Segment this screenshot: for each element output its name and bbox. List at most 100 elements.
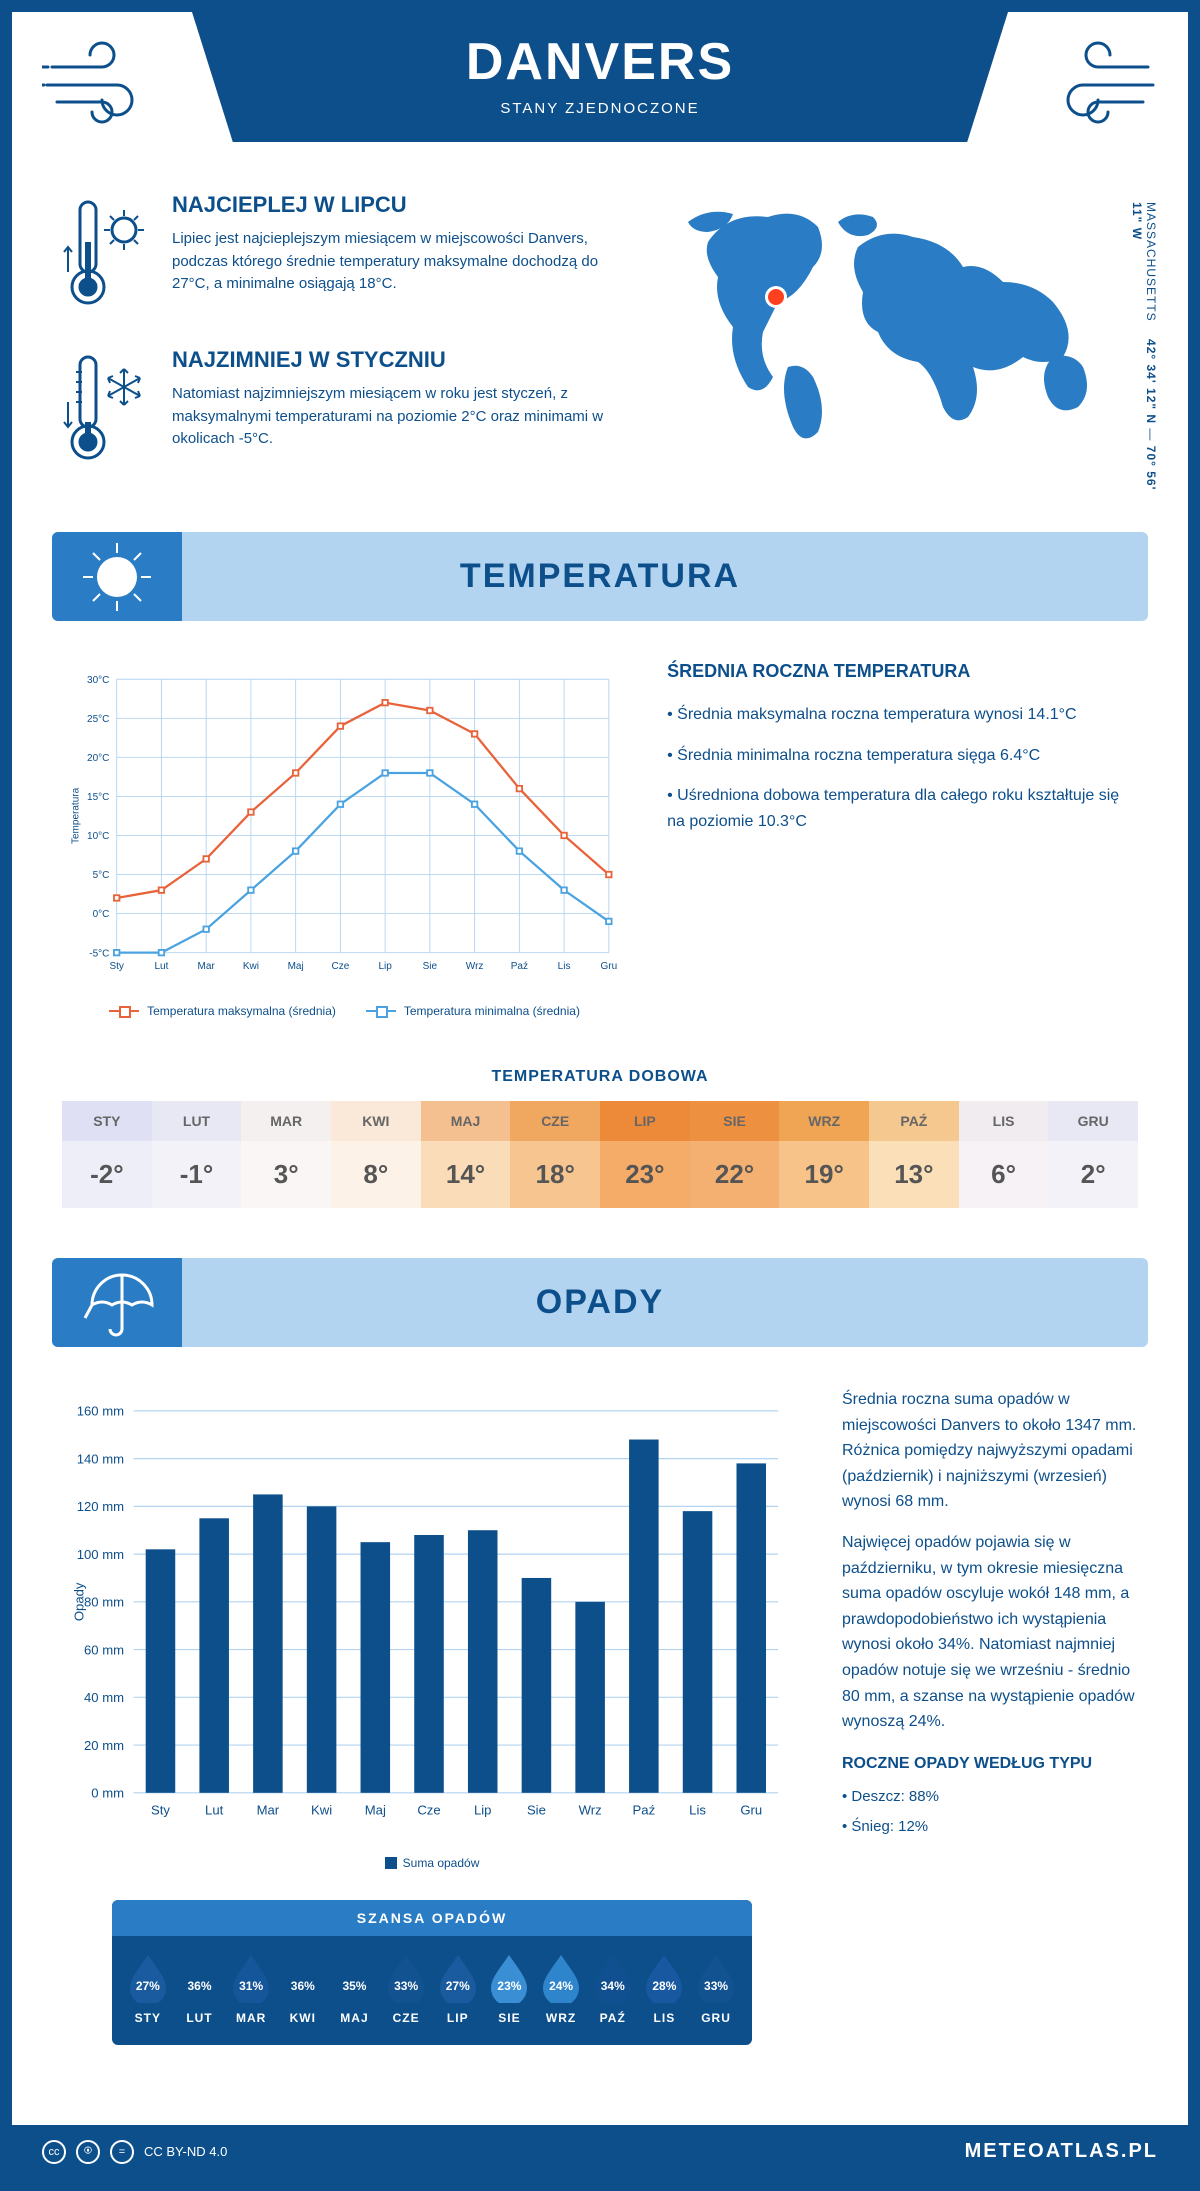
hottest-block: NAJCIEPLEJ W LIPCU Lipiec jest najcieple…	[62, 192, 618, 317]
hottest-title: NAJCIEPLEJ W LIPCU	[172, 192, 618, 218]
temp-summary-title: ŚREDNIA ROCZNA TEMPERATURA	[667, 661, 1138, 682]
svg-text:Cze: Cze	[331, 961, 349, 972]
temp-summary-item: Uśredniona dobowa temperatura dla całego…	[667, 783, 1138, 834]
svg-text:Wrz: Wrz	[579, 1802, 602, 1817]
svg-text:Paź: Paź	[511, 961, 528, 972]
chance-drop: 31%MAR	[230, 1951, 272, 2025]
svg-text:160 mm: 160 mm	[77, 1404, 124, 1419]
temperature-summary: ŚREDNIA ROCZNA TEMPERATURA Średnia maksy…	[667, 661, 1138, 1018]
svg-text:Gru: Gru	[740, 1802, 762, 1817]
intro-text-column: NAJCIEPLEJ W LIPCU Lipiec jest najcieple…	[62, 192, 618, 502]
svg-text:20°C: 20°C	[87, 753, 109, 764]
precipitation-banner: OPADY	[52, 1258, 1148, 1347]
precip-rain: • Deszcz: 88%	[842, 1785, 1138, 1809]
license-block: cc 🅯 = CC BY-ND 4.0	[42, 2140, 227, 2164]
hottest-text: Lipiec jest najcieplejszym miesiącem w m…	[172, 228, 618, 296]
svg-text:10°C: 10°C	[87, 831, 109, 842]
svg-text:0°C: 0°C	[93, 909, 110, 920]
svg-text:Maj: Maj	[288, 961, 304, 972]
svg-text:Lis: Lis	[558, 961, 571, 972]
temperature-banner: TEMPERATURA	[52, 532, 1148, 621]
coldest-block: NAJZIMNIEJ W STYCZNIU Natomiast najzimni…	[62, 347, 618, 472]
precip-type-title: ROCZNE OPADY WEDŁUG TYPU	[842, 1755, 1138, 1773]
thermometer-cold-icon	[62, 347, 152, 472]
temp-table-cell: LIP23°	[600, 1101, 690, 1208]
footer: cc 🅯 = CC BY-ND 4.0 METEOATLAS.PL	[12, 2125, 1188, 2179]
title-banner: DANVERS STANY ZJEDNOCZONE	[192, 12, 1008, 142]
svg-text:40 mm: 40 mm	[84, 1690, 124, 1705]
svg-text:0 mm: 0 mm	[91, 1786, 124, 1801]
header-wrap: DANVERS STANY ZJEDNOCZONE	[12, 12, 1188, 142]
svg-text:80 mm: 80 mm	[84, 1595, 124, 1610]
svg-text:Kwi: Kwi	[243, 961, 259, 972]
svg-text:100 mm: 100 mm	[77, 1547, 124, 1562]
precipitation-chart-row: 0 mm20 mm40 mm60 mm80 mm100 mm120 mm140 …	[12, 1377, 1188, 2085]
cc-icon: cc	[42, 2140, 66, 2164]
svg-text:140 mm: 140 mm	[77, 1451, 124, 1466]
chance-drop: 34%PAŹ	[592, 1951, 634, 2025]
svg-text:-5°C: -5°C	[89, 948, 109, 959]
precip-p1: Średnia roczna suma opadów w miejscowośc…	[842, 1387, 1138, 1515]
chance-drop: 36%KWI	[282, 1951, 324, 2025]
chance-drop: 35%MAJ	[333, 1951, 375, 2025]
svg-text:Sty: Sty	[109, 961, 123, 972]
svg-text:Cze: Cze	[417, 1802, 440, 1817]
svg-text:25°C: 25°C	[87, 714, 109, 725]
precip-type-block: ROCZNE OPADY WEDŁUG TYPU • Deszcz: 88% •…	[842, 1755, 1138, 1839]
coldest-text: Natomiast najzimniejszym miesiącem w rok…	[172, 383, 618, 451]
by-icon: 🅯	[76, 2140, 100, 2164]
svg-text:20 mm: 20 mm	[84, 1738, 124, 1753]
temperature-line-chart: -5°C0°C5°C10°C15°C20°C25°C30°CStyLutMarK…	[62, 661, 627, 1018]
svg-text:Lis: Lis	[689, 1802, 706, 1817]
daily-temp-title: TEMPERATURA DOBOWA	[12, 1068, 1188, 1086]
svg-text:Sie: Sie	[423, 961, 438, 972]
temp-table-cell: MAJ14°	[421, 1101, 511, 1208]
nd-icon: =	[110, 2140, 134, 2164]
city-name: DANVERS	[192, 32, 1008, 92]
svg-text:Lut: Lut	[154, 961, 168, 972]
chance-drop: 33%CZE	[385, 1951, 427, 2025]
chance-drop: 33%GRU	[695, 1951, 737, 2025]
temp-table-cell: MAR3°	[241, 1101, 331, 1208]
license-text: CC BY-ND 4.0	[144, 2144, 227, 2159]
temp-table-cell: KWI8°	[331, 1101, 421, 1208]
svg-text:60 mm: 60 mm	[84, 1642, 124, 1657]
svg-text:5°C: 5°C	[93, 870, 110, 881]
chance-drop: 23%SIE	[488, 1951, 530, 2025]
world-map-block: MASSACHUSETTS 42° 34' 12" N — 70° 56' 11…	[658, 192, 1138, 502]
chance-drop: 27%LIP	[437, 1951, 479, 2025]
temperature-chart-row: -5°C0°C5°C10°C15°C20°C25°C30°CStyLutMarK…	[12, 651, 1188, 1048]
svg-text:Kwi: Kwi	[311, 1802, 332, 1817]
chance-drop: 27%STY	[127, 1951, 169, 2025]
chance-title: SZANSA OPADÓW	[112, 1900, 752, 1936]
umbrella-icon	[52, 1258, 182, 1347]
svg-text:Maj: Maj	[365, 1802, 386, 1817]
coldest-title: NAJZIMNIEJ W STYCZNIU	[172, 347, 618, 373]
svg-text:Lip: Lip	[378, 961, 392, 972]
svg-text:Lut: Lut	[205, 1802, 224, 1817]
temp-table-cell: LUT-1°	[152, 1101, 242, 1208]
coordinates-label: MASSACHUSETTS 42° 34' 12" N — 70° 56' 11…	[1130, 202, 1158, 502]
svg-text:Wrz: Wrz	[466, 961, 484, 972]
svg-text:Gru: Gru	[600, 961, 617, 972]
svg-text:Opady: Opady	[71, 1582, 86, 1621]
intro-section: NAJCIEPLEJ W LIPCU Lipiec jest najcieple…	[12, 172, 1188, 532]
wind-icon-left	[42, 37, 172, 127]
svg-text:Lip: Lip	[474, 1802, 492, 1817]
precip-snow: • Śnieg: 12%	[842, 1815, 1138, 1839]
temp-table-cell: PAŹ13°	[869, 1101, 959, 1208]
precip-p2: Najwięcej opadów pojawia się w październ…	[842, 1530, 1138, 1735]
world-map-icon	[658, 192, 1138, 452]
temp-table-cell: WRZ19°	[779, 1101, 869, 1208]
wind-icon-right	[1028, 37, 1158, 127]
daily-temp-table: STY-2°LUT-1°MAR3°KWI8°MAJ14°CZE18°LIP23°…	[62, 1101, 1138, 1208]
svg-text:Temperatura: Temperatura	[70, 787, 81, 844]
temp-table-cell: STY-2°	[62, 1101, 152, 1208]
infographic-page: DANVERS STANY ZJEDNOCZONE NAJCIEPLEJ W L…	[0, 0, 1200, 2191]
svg-text:Sie: Sie	[527, 1802, 546, 1817]
svg-text:30°C: 30°C	[87, 675, 109, 686]
precip-chart-legend: Suma opadów	[62, 1856, 802, 1870]
temp-summary-item: Średnia maksymalna roczna temperatura wy…	[667, 702, 1138, 728]
site-name: METEOATLAS.PL	[965, 2140, 1158, 2163]
temp-table-cell: LIS6°	[959, 1101, 1049, 1208]
